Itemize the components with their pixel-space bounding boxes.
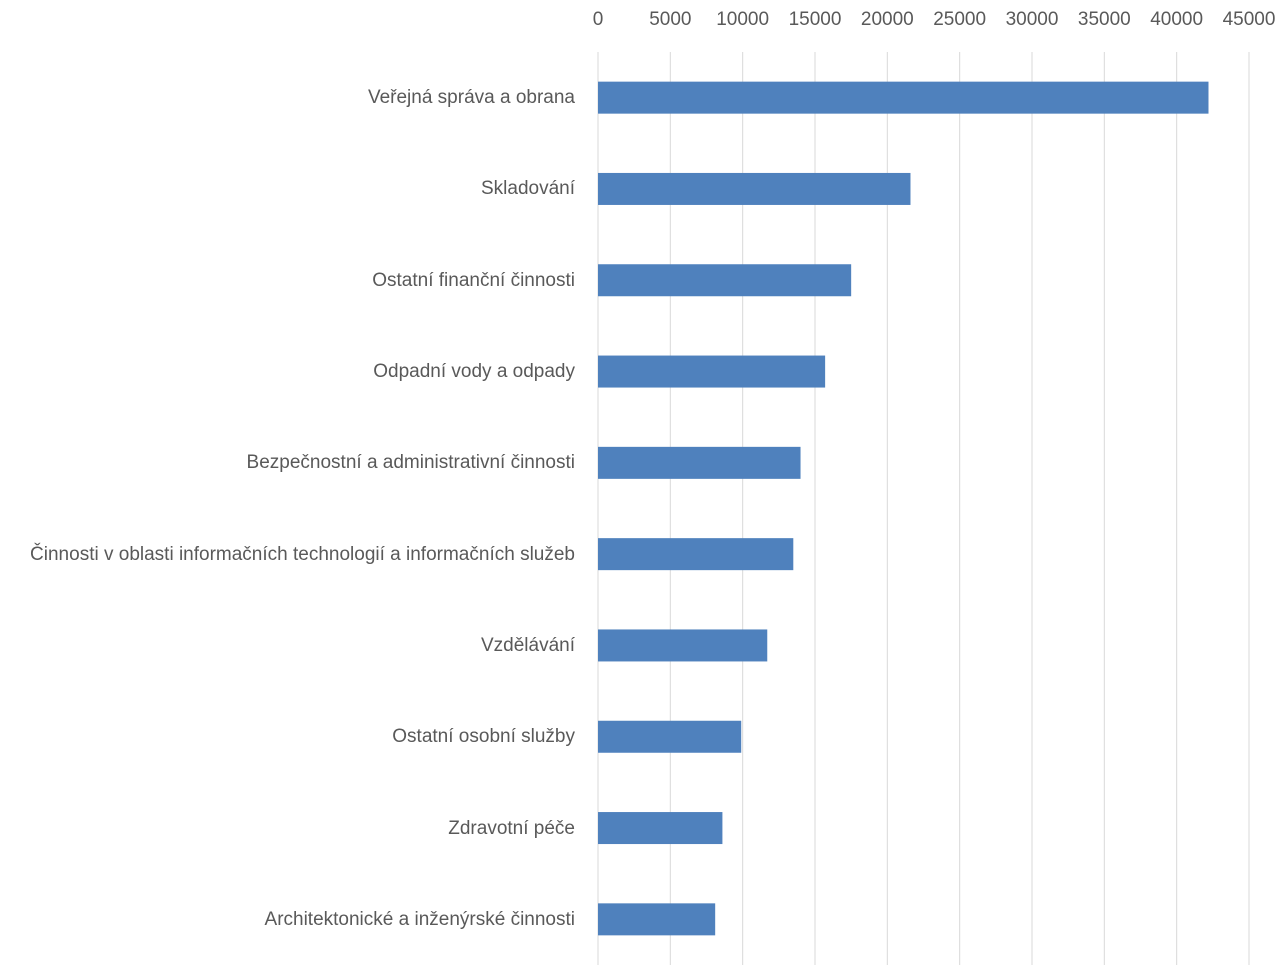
y-tick-label: Zdravotní péče bbox=[448, 817, 575, 839]
y-tick-label: Ostatní finanční činnosti bbox=[372, 269, 575, 291]
bar bbox=[598, 355, 826, 388]
y-tick-label: Skladování bbox=[480, 178, 575, 200]
x-tick-label: 20000 bbox=[861, 9, 914, 30]
x-tick-label: 25000 bbox=[933, 9, 986, 30]
bar bbox=[598, 812, 723, 845]
x-tick-label: 30000 bbox=[1006, 9, 1059, 30]
x-tick-label: 10000 bbox=[716, 9, 769, 30]
bar bbox=[598, 720, 742, 753]
y-tick-label: Odpadní vody a odpady bbox=[373, 361, 575, 383]
x-tick-label: 5000 bbox=[649, 9, 691, 30]
y-tick-label: Architektonické a inženýrské činnosti bbox=[264, 908, 575, 930]
y-tick-label: Veřejná správa a obrana bbox=[367, 87, 575, 109]
bar bbox=[598, 446, 801, 479]
x-tick-label: 15000 bbox=[789, 9, 842, 30]
x-tick-label: 40000 bbox=[1150, 9, 1203, 30]
bar bbox=[598, 538, 794, 571]
bar bbox=[598, 172, 911, 205]
bar bbox=[598, 264, 852, 297]
y-tick-label: Ostatní osobní služby bbox=[392, 726, 575, 748]
bar bbox=[598, 81, 1209, 114]
bar bbox=[598, 629, 768, 662]
y-tick-label: Činnosti v oblasti informačních technolo… bbox=[30, 543, 575, 565]
x-tick-label: 45000 bbox=[1223, 9, 1276, 30]
bar bbox=[598, 903, 716, 936]
y-tick-label: Bezpečnostní a administrativní činnosti bbox=[246, 452, 575, 474]
x-tick-label: 0 bbox=[593, 9, 604, 30]
y-tick-label: Vzdělávání bbox=[480, 634, 575, 656]
x-tick-label: 35000 bbox=[1078, 9, 1131, 30]
